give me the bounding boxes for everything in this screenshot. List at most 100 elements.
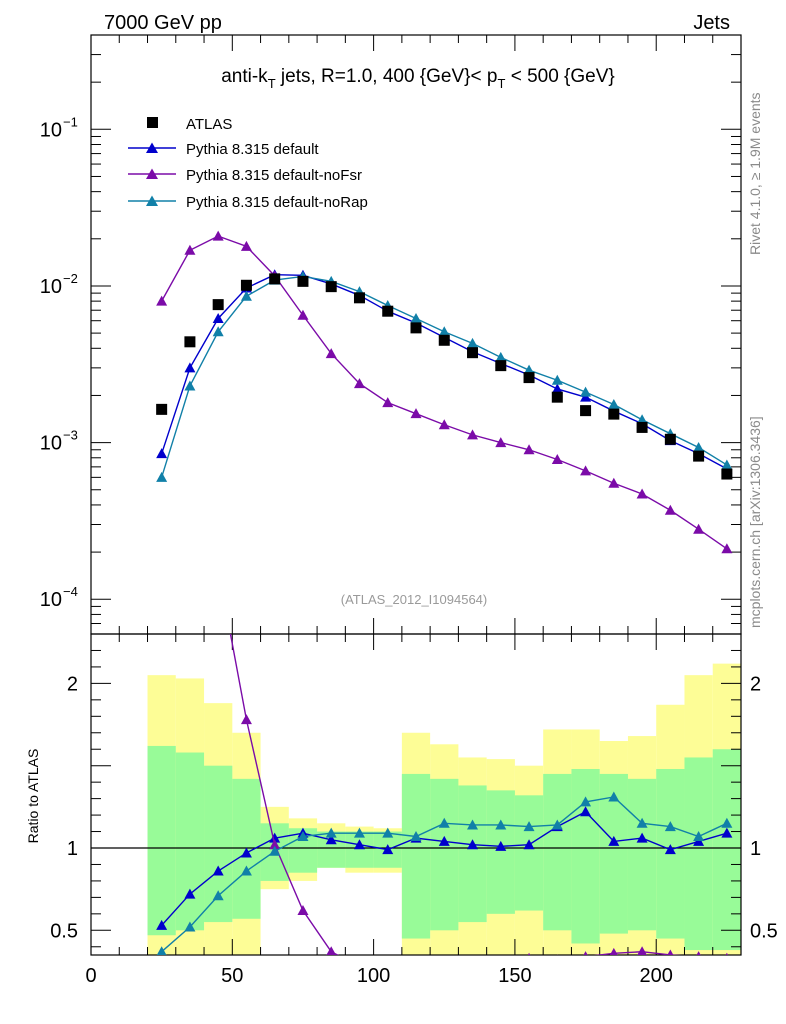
ratio-band-green (684, 757, 713, 951)
ratio-series-marker-0 (240, 847, 252, 858)
ratio-series-marker-1 (467, 959, 478, 969)
atlas-data-point (156, 403, 168, 415)
ratio-series-marker-1 (297, 905, 309, 916)
ratio-series-marker-0 (184, 888, 196, 899)
ratio-band-green (458, 785, 487, 923)
ratio-panel-frame (90, 633, 742, 956)
ratio-series-marker-2 (438, 817, 450, 828)
main-series-marker-1 (495, 437, 507, 448)
ratio-series-marker-0 (664, 844, 676, 855)
ratio-band-green (514, 795, 544, 911)
ratio-series-marker-2 (269, 845, 281, 856)
ratio-series-marker-2 (212, 890, 224, 901)
ratio-series-marker-2 (156, 946, 167, 955)
ratio-series-marker-0 (608, 835, 620, 846)
ratio-series-marker-0 (721, 827, 733, 838)
legend-label-nofsr: Pythia 8.315 default-noFsr (186, 167, 362, 184)
ratio-series-marker-2 (467, 819, 479, 830)
main-series-marker-2 (156, 471, 168, 482)
atlas-data-point (184, 336, 196, 348)
ratio-band-green (486, 790, 515, 914)
ratio-series-marker-0 (580, 806, 592, 817)
atlas-data-point (636, 421, 648, 433)
ratio-series-marker-2 (608, 791, 620, 802)
header-right: Jets (693, 12, 730, 34)
atlas-data-point (495, 360, 507, 372)
main-series-marker-2 (467, 337, 479, 348)
main-y-tick-exponent: −3 (63, 428, 78, 443)
main-series-marker-2 (184, 380, 196, 391)
main-series-marker-2 (721, 459, 733, 470)
ratio-series-marker-1 (609, 947, 618, 955)
main-series-marker-1 (551, 454, 563, 465)
legend: ATLAS Pythia 8.315 default Pythia 8.315 … (128, 116, 368, 211)
ratio-bands (147, 663, 741, 955)
analysis-label: (ATLAS_2012_I1094564) (341, 592, 487, 607)
main-series-line-0 (160, 273, 728, 470)
ratio-series-marker-0 (353, 839, 365, 850)
main-y-tick-exponent: −1 (63, 114, 78, 129)
atlas-data-point (438, 334, 450, 346)
main-series-marker-2 (438, 326, 450, 337)
rivet-version-label: Rivet 4.1.0, ≥ 1.9M events (747, 92, 763, 255)
ratio-y-tick-label: 2 (67, 673, 78, 695)
legend-marker-norap (146, 195, 158, 206)
background-layer (147, 663, 741, 955)
ratio-series-marker-0 (438, 835, 450, 846)
main-series-marker-1 (721, 543, 733, 554)
main-series-marker-1 (608, 477, 620, 488)
main-series-line-2 (160, 275, 728, 478)
title-sub-kt: T (268, 76, 276, 91)
main-y-tick-exponent: −4 (63, 584, 78, 599)
main-series-marker-1 (580, 465, 592, 476)
ratio-series-marker-0 (156, 919, 168, 930)
ratio-band-green (571, 768, 600, 944)
ratio-series-marker-1 (583, 951, 588, 955)
plot-title: anti-kT jets, R=1.0, 400 {GeV}< pT < 500… (221, 66, 615, 91)
ratio-series-marker-2 (551, 819, 563, 830)
main-series-marker-0 (184, 362, 196, 373)
main-series-marker-2 (410, 312, 422, 323)
ratio-series-marker-0 (212, 865, 224, 876)
ratio-y-tick-label-right: 2 (750, 673, 761, 695)
main-series-marker-2 (240, 290, 252, 301)
ratio-series-marker-0 (269, 832, 281, 843)
mcplots-label: mcplots.cern.ch [arXiv:1306.3436] (747, 416, 763, 628)
ratio-series-marker-0 (636, 832, 648, 843)
x-tick-label: 50 (221, 965, 243, 987)
legend-label-atlas: ATLAS (186, 116, 232, 133)
main-series-marker-1 (438, 419, 450, 430)
ratio-band-green (712, 749, 741, 951)
ratio-band-green (147, 745, 176, 936)
ratio-series-marker-2 (721, 817, 733, 828)
ratio-series-marker-1 (156, 201, 167, 211)
main-series-marker-2 (580, 386, 592, 397)
ratio-series-marker-1 (240, 714, 252, 725)
main-series-marker-0 (580, 391, 592, 402)
ratio-series-marker-2 (325, 827, 337, 838)
x-tick-label: 100 (357, 965, 390, 987)
title-sub-pt: T (497, 76, 505, 91)
ratio-band-green (627, 778, 657, 931)
atlas-data-point (410, 322, 422, 334)
ratio-band-green (175, 752, 205, 931)
atlas-data-point (580, 405, 592, 417)
main-series-marker-0 (156, 448, 168, 459)
ratio-series-marker-2 (580, 796, 592, 807)
ratio-y-tick-label-right: 0.5 (750, 920, 778, 942)
main-series-marker-1 (410, 408, 422, 419)
main-series-marker-1 (467, 429, 479, 440)
main-series-marker-2 (551, 374, 563, 385)
x-tick-label: 0 (85, 965, 96, 987)
ratio-series-marker-1 (637, 946, 647, 955)
atlas-data-point (467, 347, 479, 359)
main-y-tick-label: 10 (40, 589, 62, 611)
atlas-data-point (269, 273, 281, 285)
main-series-marker-1 (523, 444, 535, 455)
ratio-y-tick-label: 1 (67, 838, 78, 860)
ratio-series-marker-1 (439, 961, 450, 971)
ratio-series-marker-1 (269, 839, 281, 850)
ratio-series-marker-2 (184, 921, 196, 932)
legend-marker-default (146, 142, 158, 153)
